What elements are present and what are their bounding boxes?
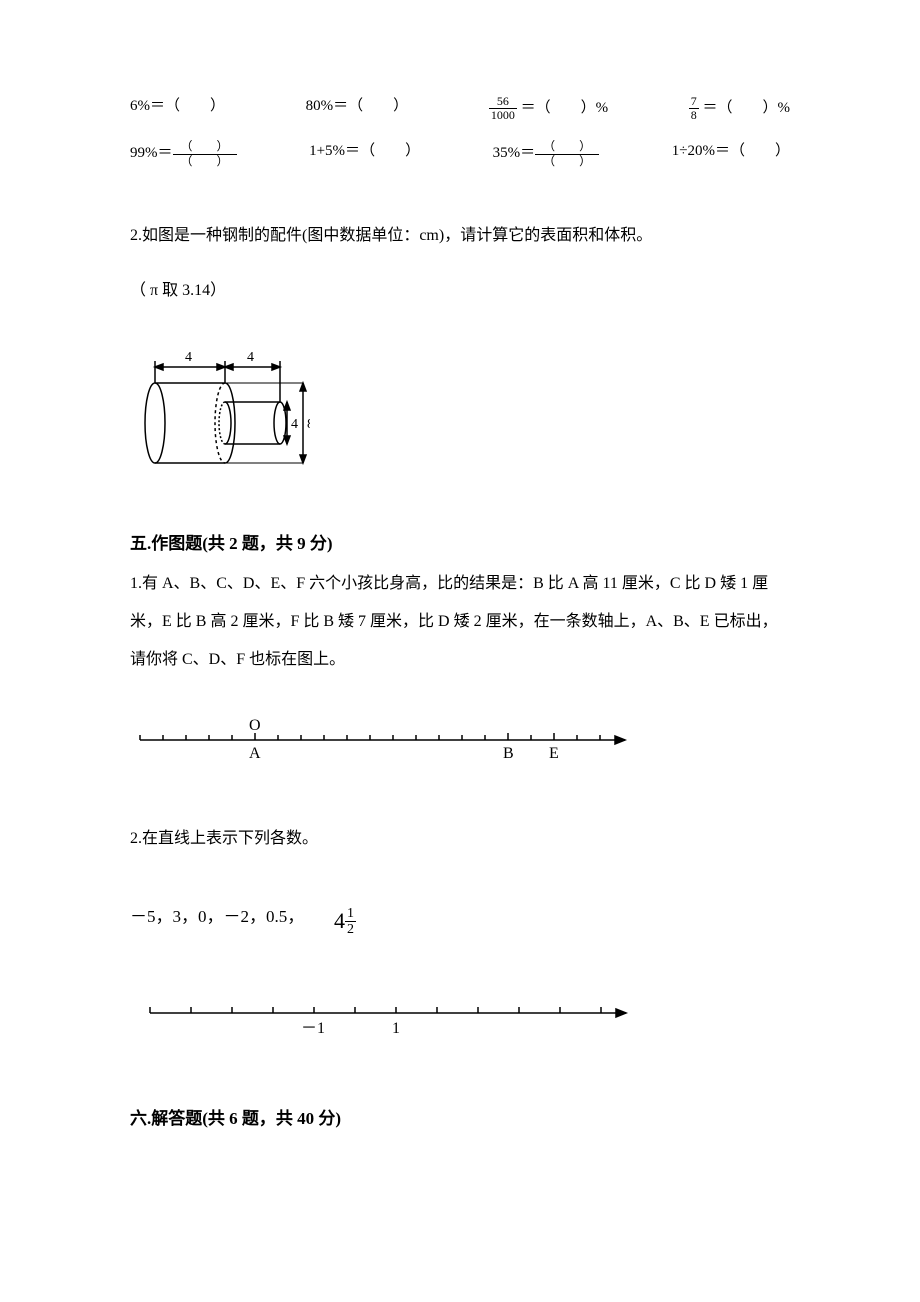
cylinder-figure: 4448 xyxy=(130,343,790,481)
frac-den-blank: （ ） xyxy=(173,155,237,168)
eq-7: 35%＝ （ ） （ ） xyxy=(493,140,600,167)
svg-text:1: 1 xyxy=(392,1020,400,1037)
svg-text:4: 4 xyxy=(185,350,192,365)
eq-1: 6%＝（ ） xyxy=(130,95,225,122)
frac-num: 7 xyxy=(689,95,699,109)
eq-5: 99%＝ （ ） （ ） xyxy=(130,140,237,167)
eq-2: 80%＝（ ） xyxy=(306,95,409,122)
frac-den: 8 xyxy=(689,109,699,122)
eq-6: 1+5%＝（ ） xyxy=(309,140,420,167)
problem-2-text: 2.如图是一种钢制的配件(图中数据单位：cm)，请计算它的表面积和体积。 （ π… xyxy=(130,218,790,308)
frac-num-blank: （ ） xyxy=(535,140,599,154)
eq-after: ＝（ ）% xyxy=(699,100,790,116)
number-line-1: OA B E xyxy=(130,710,790,780)
numbers-prefix: －5，3，0，－2，0.5， xyxy=(130,907,330,926)
fraction: 56 1000 xyxy=(489,95,517,122)
eq-4: 7 8 ＝（ ）% xyxy=(689,95,790,122)
frac-num: 56 xyxy=(489,95,517,109)
section-6-header: 六.解答题(共 6 题，共 40 分) xyxy=(130,1106,790,1132)
number-line-2: －1 1 xyxy=(130,993,790,1051)
number-line-1-svg: OA B E xyxy=(130,710,690,772)
equation-row-2: 99%＝ （ ） （ ） 1+5%＝（ ） 35%＝ （ ） （ ） 1÷20%… xyxy=(130,140,790,167)
problem-2-line1: 2.如图是一种钢制的配件(图中数据单位：cm)，请计算它的表面积和体积。 xyxy=(130,218,790,253)
eq-left: 1+5%＝ xyxy=(309,143,360,159)
mixed-whole: 4 xyxy=(334,908,345,933)
svg-text:－1: －1 xyxy=(301,1020,325,1037)
eq-left: 99%＝ xyxy=(130,146,173,162)
fraction-blank: （ ） （ ） xyxy=(173,140,237,167)
eq-blank: （ ） xyxy=(360,143,420,159)
eq-3: 56 1000 ＝（ ）% xyxy=(489,95,608,122)
section-5-q2: 2.在直线上表示下列各数。 xyxy=(130,825,790,854)
svg-text:8: 8 xyxy=(307,417,310,432)
eq-after: ＝（ ）% xyxy=(517,100,608,116)
equation-row-1: 6%＝（ ） 80%＝（ ） 56 1000 ＝（ ）% 7 8 ＝（ ）% xyxy=(130,95,790,122)
section-5-q1: 1.有 A、B、C、D、E、F 六个小孩比身高，比的结果是：B 比 A 高 11… xyxy=(130,565,790,680)
number-line-2-svg: －1 1 xyxy=(130,993,670,1043)
eq-left: 35%＝ xyxy=(493,146,536,162)
mixed-den: 2 xyxy=(345,922,356,937)
frac-num-blank: （ ） xyxy=(173,140,237,154)
problem-2-line2: （ π 取 3.14） xyxy=(130,273,790,308)
cylinder-svg: 4448 xyxy=(130,343,310,473)
frac-den-blank: （ ） xyxy=(535,155,599,168)
fraction-blank: （ ） （ ） xyxy=(535,140,599,167)
frac-den: 1000 xyxy=(489,109,517,122)
section-5-header: 五.作图题(共 2 题，共 9 分) xyxy=(130,531,790,557)
svg-text:4: 4 xyxy=(247,350,254,365)
fraction: 7 8 xyxy=(689,95,699,122)
mixed-num: 1 xyxy=(345,906,356,922)
mixed-frac-part: 1 2 xyxy=(345,906,356,938)
svg-text:O: O xyxy=(249,717,261,734)
numbers-list: －5，3，0，－2，0.5， 4 1 2 xyxy=(130,904,790,938)
mixed-fraction: 4 1 2 xyxy=(334,904,356,938)
eq-blank: （ ） xyxy=(165,98,225,114)
eq-blank: （ ） xyxy=(348,98,408,114)
eq-left: 80%＝ xyxy=(306,98,349,114)
svg-text:B: B xyxy=(503,745,514,762)
svg-text:E: E xyxy=(549,745,559,762)
svg-text:A: A xyxy=(249,745,261,762)
eq-left: 1÷20%＝ xyxy=(672,143,730,159)
eq-left: 6%＝ xyxy=(130,98,165,114)
eq-8: 1÷20%＝（ ） xyxy=(672,140,790,167)
svg-text:4: 4 xyxy=(291,417,298,432)
eq-blank: （ ） xyxy=(730,143,790,159)
